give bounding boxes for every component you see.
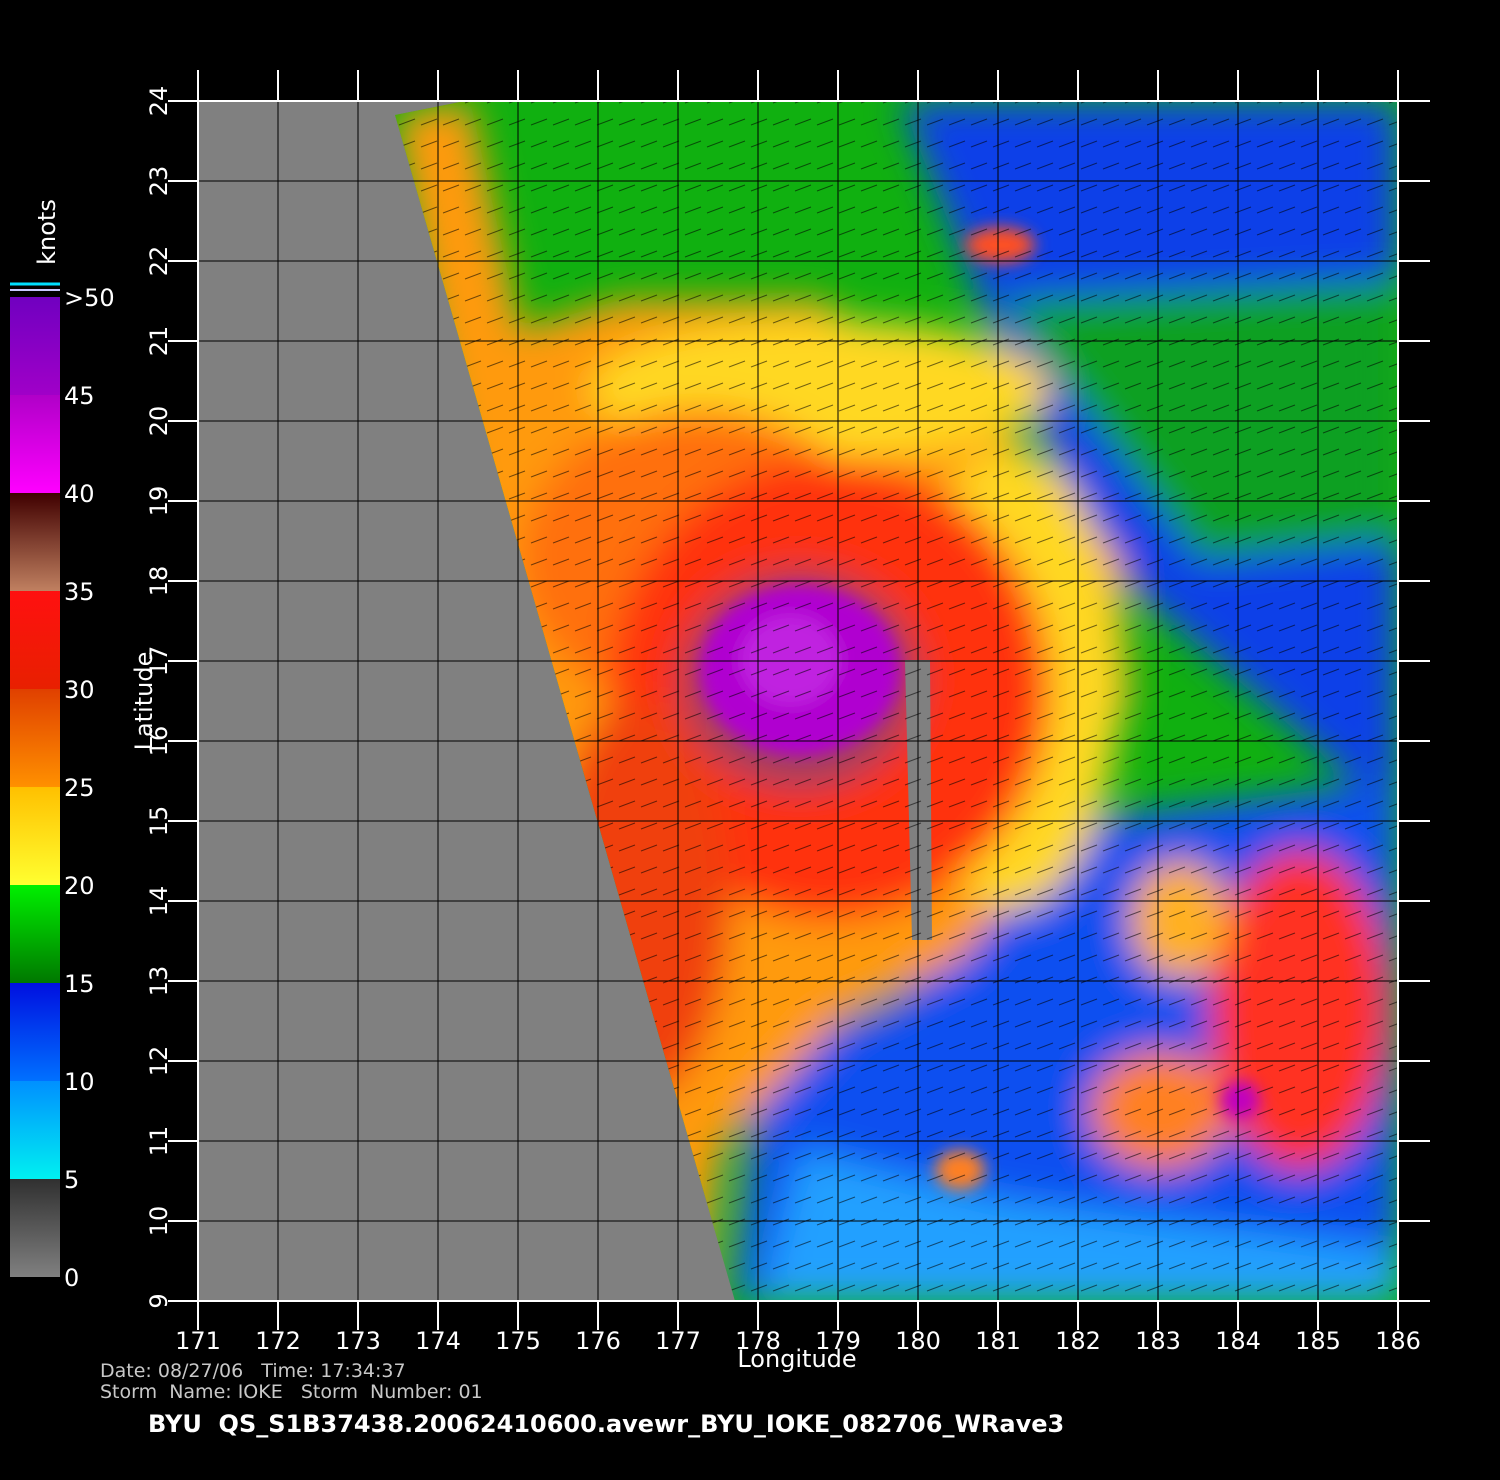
colorbar-tick-label: 20 bbox=[64, 872, 95, 900]
x-tick-label: 180 bbox=[895, 1327, 941, 1355]
x-tick-label: 186 bbox=[1375, 1327, 1421, 1355]
y-tick-label: 12 bbox=[145, 1046, 173, 1077]
y-tick-label: 21 bbox=[145, 326, 173, 357]
x-axis-label: Longitude bbox=[737, 1345, 856, 1373]
y-tick-label: 23 bbox=[145, 166, 173, 197]
colorbar-tick-label: 30 bbox=[64, 676, 95, 704]
y-tick-label: 19 bbox=[145, 486, 173, 517]
axes: 171 172 173 174 175 176 177 178 179 180 181 182 183 1… bbox=[145, 70, 1430, 1355]
storm-line: Storm Name: IOKE Storm Number: 01 bbox=[100, 1381, 483, 1403]
y-tick-label: 16 bbox=[145, 726, 173, 757]
file-name: BYU QS_S1B37438.20062410600.avewr_BYU_IO… bbox=[148, 1410, 1064, 1438]
colorbar-tick-label: 45 bbox=[64, 382, 95, 410]
x-tick-label: 177 bbox=[655, 1327, 701, 1355]
colorbar-tick-label: 10 bbox=[64, 1068, 95, 1096]
x-tick-label: 185 bbox=[1295, 1327, 1341, 1355]
colorbar-tick-label: 0 bbox=[64, 1264, 79, 1292]
y-tick-label: 10 bbox=[145, 1206, 173, 1237]
x-tick-label: 173 bbox=[335, 1327, 381, 1355]
x-tick-label: 171 bbox=[175, 1327, 221, 1355]
colorbar-ticks: 0 5 10 15 20 25 30 35 40 45 >50 bbox=[64, 284, 115, 1292]
y-tick-label: 22 bbox=[145, 246, 173, 277]
x-tick-label: 174 bbox=[415, 1327, 461, 1355]
y-tick-label: 15 bbox=[145, 806, 173, 837]
y-tick-label: 20 bbox=[145, 406, 173, 437]
map-field bbox=[198, 101, 1398, 1301]
date-line: Date: 08/27/06 Time: 17:34:37 bbox=[100, 1360, 406, 1382]
y-tick-label: 17 bbox=[145, 646, 173, 677]
y-tick-label: 24 bbox=[145, 86, 173, 117]
x-tick-label: 175 bbox=[495, 1327, 541, 1355]
x-tick-label: 178 bbox=[735, 1327, 781, 1355]
colorbar-tick-label: >50 bbox=[64, 284, 115, 312]
colorbar-tick-label: 5 bbox=[64, 1166, 79, 1194]
y-tick-label: 13 bbox=[145, 966, 173, 997]
y-axis-label: Latitude bbox=[130, 652, 158, 751]
y-tick-label: 11 bbox=[145, 1126, 173, 1157]
x-tick-label: 182 bbox=[1055, 1327, 1101, 1355]
colorbar-tick-label: 15 bbox=[64, 970, 95, 998]
colorbar-tick-label: 35 bbox=[64, 578, 95, 606]
y-tick-label: 18 bbox=[145, 566, 173, 597]
x-tick-label: 183 bbox=[1135, 1327, 1181, 1355]
x-tick-label: 172 bbox=[255, 1327, 301, 1355]
x-tick-label: 176 bbox=[575, 1327, 621, 1355]
y-tick-label: 14 bbox=[145, 886, 173, 917]
colorbar bbox=[10, 297, 60, 1277]
y-tick-label: 9 bbox=[145, 1293, 173, 1308]
x-tick-label: 179 bbox=[815, 1327, 861, 1355]
x-tick-label: 181 bbox=[975, 1327, 1021, 1355]
colorbar-title: knots bbox=[33, 199, 61, 265]
colorbar-tick-label: 40 bbox=[64, 480, 95, 508]
colorbar-tick-label: 25 bbox=[64, 774, 95, 802]
x-tick-label: 184 bbox=[1215, 1327, 1261, 1355]
